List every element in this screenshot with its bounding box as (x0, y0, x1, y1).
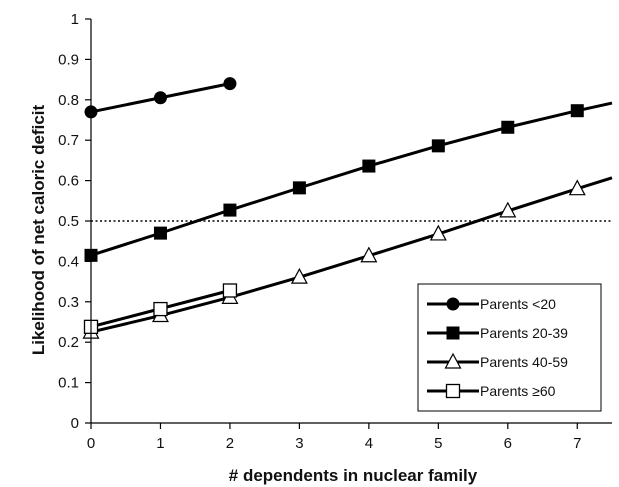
x-tick-label: 6 (504, 435, 512, 452)
legend-marker-parents-40-59 (444, 352, 462, 369)
legend-marker-parents-lt20 (446, 297, 460, 311)
data-point-parents-20-39-7 (570, 104, 584, 118)
x-tick-label: 1 (156, 435, 164, 452)
data-point-parents-lt20-2 (223, 77, 237, 91)
x-axis-title: # dependents in nuclear family (229, 466, 478, 485)
y-tick-label: 0.3 (58, 294, 79, 311)
x-tick-label: 0 (87, 435, 95, 452)
data-point-parents-20-39-1 (153, 226, 167, 240)
x-tick-label: 3 (295, 435, 303, 452)
series-line-parents-20-39 (90, 101, 613, 257)
legend-label-parents-20-39: Parents 20-39 (480, 325, 568, 341)
y-tick-label: 0.5 (58, 213, 79, 230)
x-tick-label: 7 (573, 435, 581, 452)
y-tick-label: 1 (71, 11, 79, 28)
data-point-parents-20-39-3 (292, 181, 306, 195)
y-tick-label: 0.4 (58, 253, 79, 270)
y-tick-label: 0.6 (58, 173, 79, 190)
data-point-parents-20-39-5 (431, 139, 445, 153)
x-tick-label: 2 (226, 435, 234, 452)
data-point-parents-40-59-4 (360, 246, 378, 263)
data-point-parents-40-59-5 (429, 224, 447, 241)
data-point-parents-40-59-3 (290, 267, 308, 284)
legend-marker-parents-20-39 (446, 326, 460, 340)
y-tick-label: 0.1 (58, 375, 79, 392)
data-point-parents-20-39-6 (501, 120, 515, 134)
data-point-parents-20-39-2 (223, 203, 237, 217)
legend-label-parents-40-59: Parents 40-59 (480, 354, 568, 370)
y-tick-label: 0.7 (58, 132, 79, 149)
data-point-parents-gte60-1 (153, 301, 168, 317)
legend: Parents <20 Parents 20-39 Parents 40-59 Par… (417, 283, 602, 412)
x-tick-label: 5 (434, 435, 442, 452)
data-point-parents-gte60-2 (222, 283, 238, 298)
data-point-parents-40-59-6 (499, 201, 517, 218)
data-point-parents-lt20-1 (153, 91, 167, 105)
ticks: 0 0.1 0.2 0.3 0.4 0.5 0.6 0.7 0.8 0.9 1 0 1 2 3 4 5 6 7 (58, 11, 581, 452)
data-point-parents-20-39-4 (362, 159, 376, 173)
legend-label-parents-lt20: Parents <20 (480, 296, 556, 312)
data-point-parents-40-59-7 (568, 179, 586, 196)
x-tick-label: 4 (365, 435, 373, 452)
legend-marker-parents-gte60 (445, 383, 461, 399)
y-tick-label: 0.9 (58, 51, 79, 68)
y-tick-label: 0.2 (58, 334, 79, 351)
y-axis-title: Likelihood of net caloric deficit (29, 105, 48, 356)
y-tick-label: 0 (71, 415, 79, 432)
legend-label-parents-gte60: Parents ≥60 (480, 383, 556, 399)
y-tick-label: 0.8 (58, 92, 79, 109)
